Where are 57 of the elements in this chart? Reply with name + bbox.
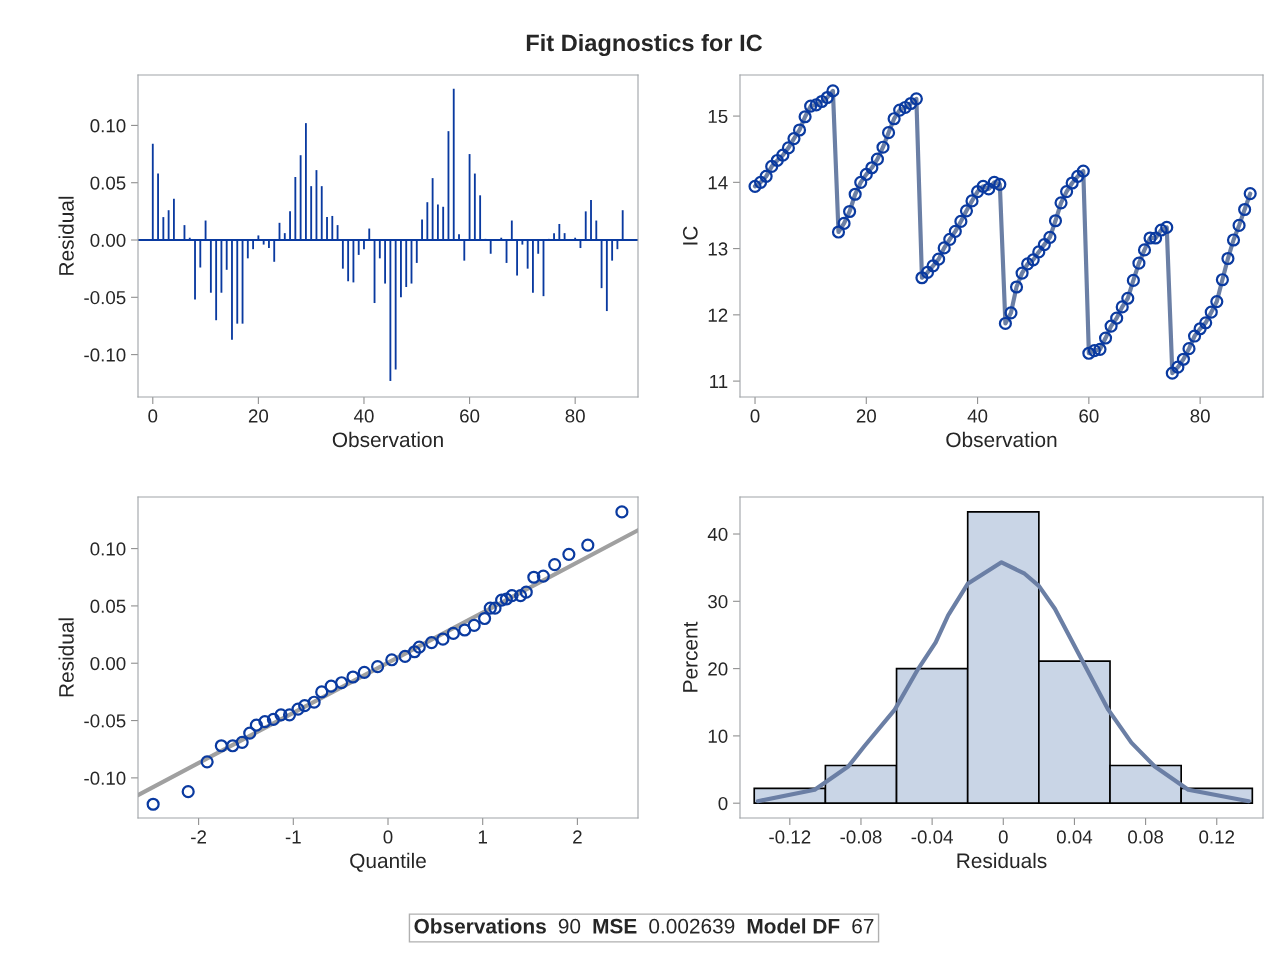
y-tick-label: 0.10 (90, 119, 126, 133)
y-tick-label: 0.00 (90, 656, 126, 671)
y-axis-title: Percent (683, 621, 698, 692)
y-tick-label: 0.05 (90, 176, 126, 190)
y-tick-label: 0 (718, 796, 728, 811)
text: 0.002639 (649, 918, 735, 934)
y-tick-label: -0.10 (84, 348, 126, 362)
text: 90 (558, 918, 581, 934)
x-tick-label: 0.12 (1199, 830, 1235, 844)
y-axis-title: Residual (58, 618, 74, 697)
y-tick-label: 0.05 (90, 599, 126, 613)
x-tick-label: 40 (353, 409, 374, 423)
x-axis-title: Residuals (957, 852, 1047, 869)
x-tick-label: 0 (148, 409, 158, 423)
y-axis-title: Residual (58, 196, 74, 275)
y-tick-label: 20 (708, 662, 728, 676)
text: 67 (852, 918, 874, 934)
y-tick-label: 11 (710, 374, 728, 388)
text: Observations (414, 918, 546, 934)
y-axis-title: IC (682, 226, 698, 245)
text: Fit Diagnostics for IC (526, 33, 763, 57)
x-tick-label: 0 (750, 409, 760, 423)
text: Model DF (747, 918, 840, 934)
x-tick-label: 0 (998, 830, 1008, 844)
x-tick-label: -2 (191, 830, 206, 844)
x-tick-label: 80 (1190, 409, 1210, 423)
text: MSE (593, 918, 637, 934)
y-tick-label: 10 (708, 729, 728, 743)
x-axis-title: Quantile (350, 852, 426, 872)
y-tick-label: 13 (708, 242, 728, 256)
x-tick-label: 0.04 (1056, 830, 1093, 844)
x-tick-label: 60 (460, 409, 480, 423)
y-tick-label: -0.05 (84, 714, 126, 728)
y-tick-label: 30 (708, 595, 728, 609)
y-tick-label: 40 (707, 527, 728, 541)
x-tick-label: 80 (565, 409, 585, 423)
x-tick-label: 0.08 (1128, 830, 1164, 844)
x-axis-title: Observation (946, 431, 1057, 448)
x-tick-label: 40 (967, 409, 988, 423)
x-tick-label: -0.12 (769, 830, 811, 844)
y-tick-label: 12 (708, 308, 728, 322)
y-tick-label: 15 (708, 109, 728, 124)
x-tick-label: -1 (285, 830, 301, 844)
y-tick-label: 14 (708, 176, 728, 190)
y-tick-label: 0.00 (90, 233, 126, 247)
x-tick-label: -0.08 (840, 830, 882, 844)
x-tick-label: 2 (573, 830, 582, 844)
x-axis-title: Observation (332, 431, 443, 448)
x-tick-label: -0.04 (911, 830, 953, 844)
y-tick-label: -0.10 (84, 771, 126, 785)
x-tick-label: 20 (248, 409, 269, 423)
x-tick-label: 0 (383, 830, 393, 844)
x-tick-label: 60 (1079, 409, 1099, 423)
x-tick-label: 1 (478, 830, 487, 844)
x-tick-label: 20 (856, 409, 876, 423)
y-tick-label: -0.05 (84, 291, 126, 305)
y-tick-label: 0.10 (90, 542, 126, 556)
